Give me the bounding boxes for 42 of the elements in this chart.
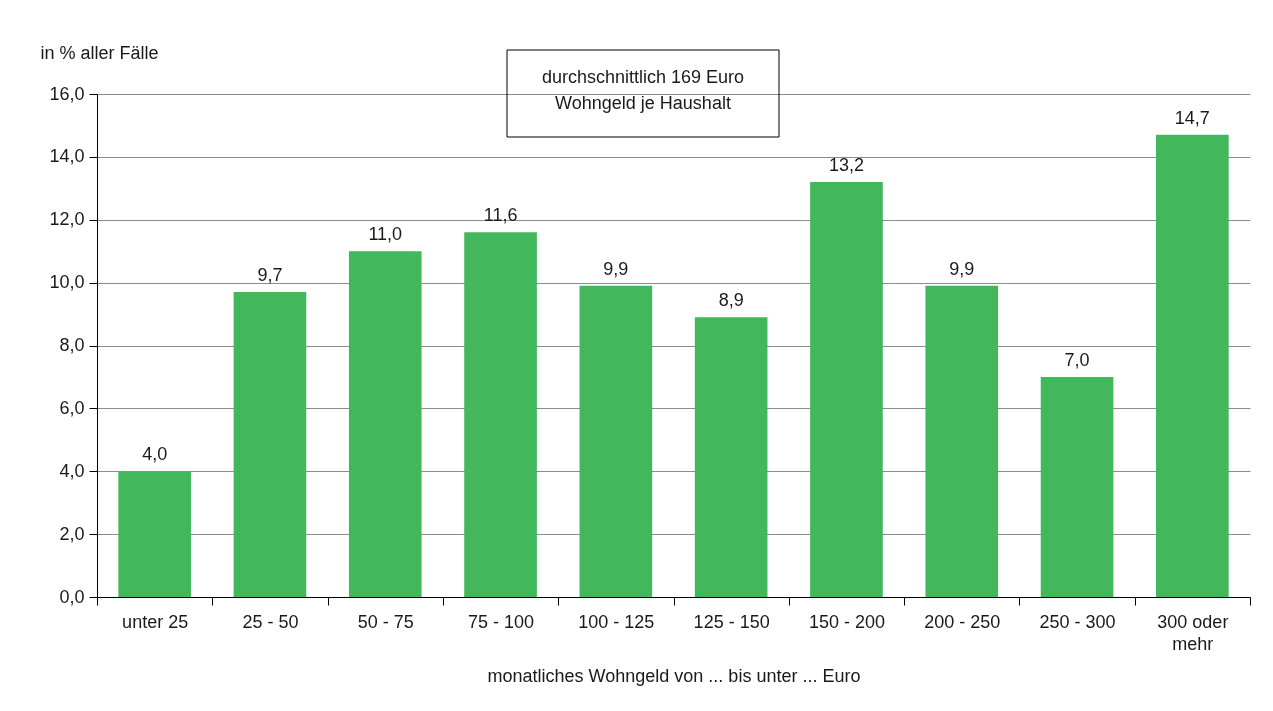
data-label: 9,7 xyxy=(257,265,283,286)
x-tick-label: 150 - 200 xyxy=(808,611,885,632)
x-axis-title: monatliches Wohngeld von ... bis unter ... Euro xyxy=(487,665,861,686)
bar xyxy=(694,317,768,597)
y-tick-label: 16,0 xyxy=(49,83,85,104)
y-tick-label: 12,0 xyxy=(49,209,85,230)
bar xyxy=(233,292,307,597)
x-tick-label: 25 - 50 xyxy=(242,611,299,632)
x-tick-label: 100 - 125 xyxy=(578,611,655,632)
data-label: 9,9 xyxy=(603,258,629,279)
x-tick-label: 250 - 300 xyxy=(1039,611,1116,632)
bar xyxy=(464,232,537,597)
x-tick-label: 75 - 100 xyxy=(468,611,535,632)
y-tick-label: 14,0 xyxy=(49,146,85,167)
data-label: 11,6 xyxy=(483,205,518,226)
x-tick-label: unter 25 xyxy=(122,611,189,632)
bar xyxy=(579,285,653,597)
x-tick-label: 300 oder mehr xyxy=(1157,611,1229,654)
data-label: 9,9 xyxy=(949,258,975,279)
data-label: 4,0 xyxy=(142,444,168,465)
bar xyxy=(810,182,883,597)
data-label: 7,0 xyxy=(1064,349,1090,370)
annotation: durchschnittlich 169 Euro Wohngeld je Haushalt xyxy=(541,67,745,113)
x-tick-label: 200 - 250 xyxy=(924,611,1001,632)
y-tick-label: 10,0 xyxy=(49,272,85,293)
data-label: 13,2 xyxy=(828,155,864,176)
y-tick-label: 0,0 xyxy=(59,586,85,607)
y-tick-label: 8,0 xyxy=(59,335,85,355)
y-tick-label: 6,0 xyxy=(59,397,85,418)
bar xyxy=(348,251,422,597)
y-axis-title: in % aller Fälle xyxy=(40,42,159,63)
bar xyxy=(925,285,999,597)
bar xyxy=(1156,134,1229,597)
data-label: 14,7 xyxy=(1174,107,1210,128)
x-tick-label: 50 - 75 xyxy=(357,611,414,632)
data-label: 11,0 xyxy=(368,224,403,245)
y-tick-label: 2,0 xyxy=(59,523,85,544)
y-tick-label: 4,0 xyxy=(59,460,85,481)
data-label: 8,9 xyxy=(718,290,744,311)
bar xyxy=(118,471,191,597)
bar xyxy=(1040,376,1114,597)
x-tick-label: 125 - 150 xyxy=(693,611,770,632)
